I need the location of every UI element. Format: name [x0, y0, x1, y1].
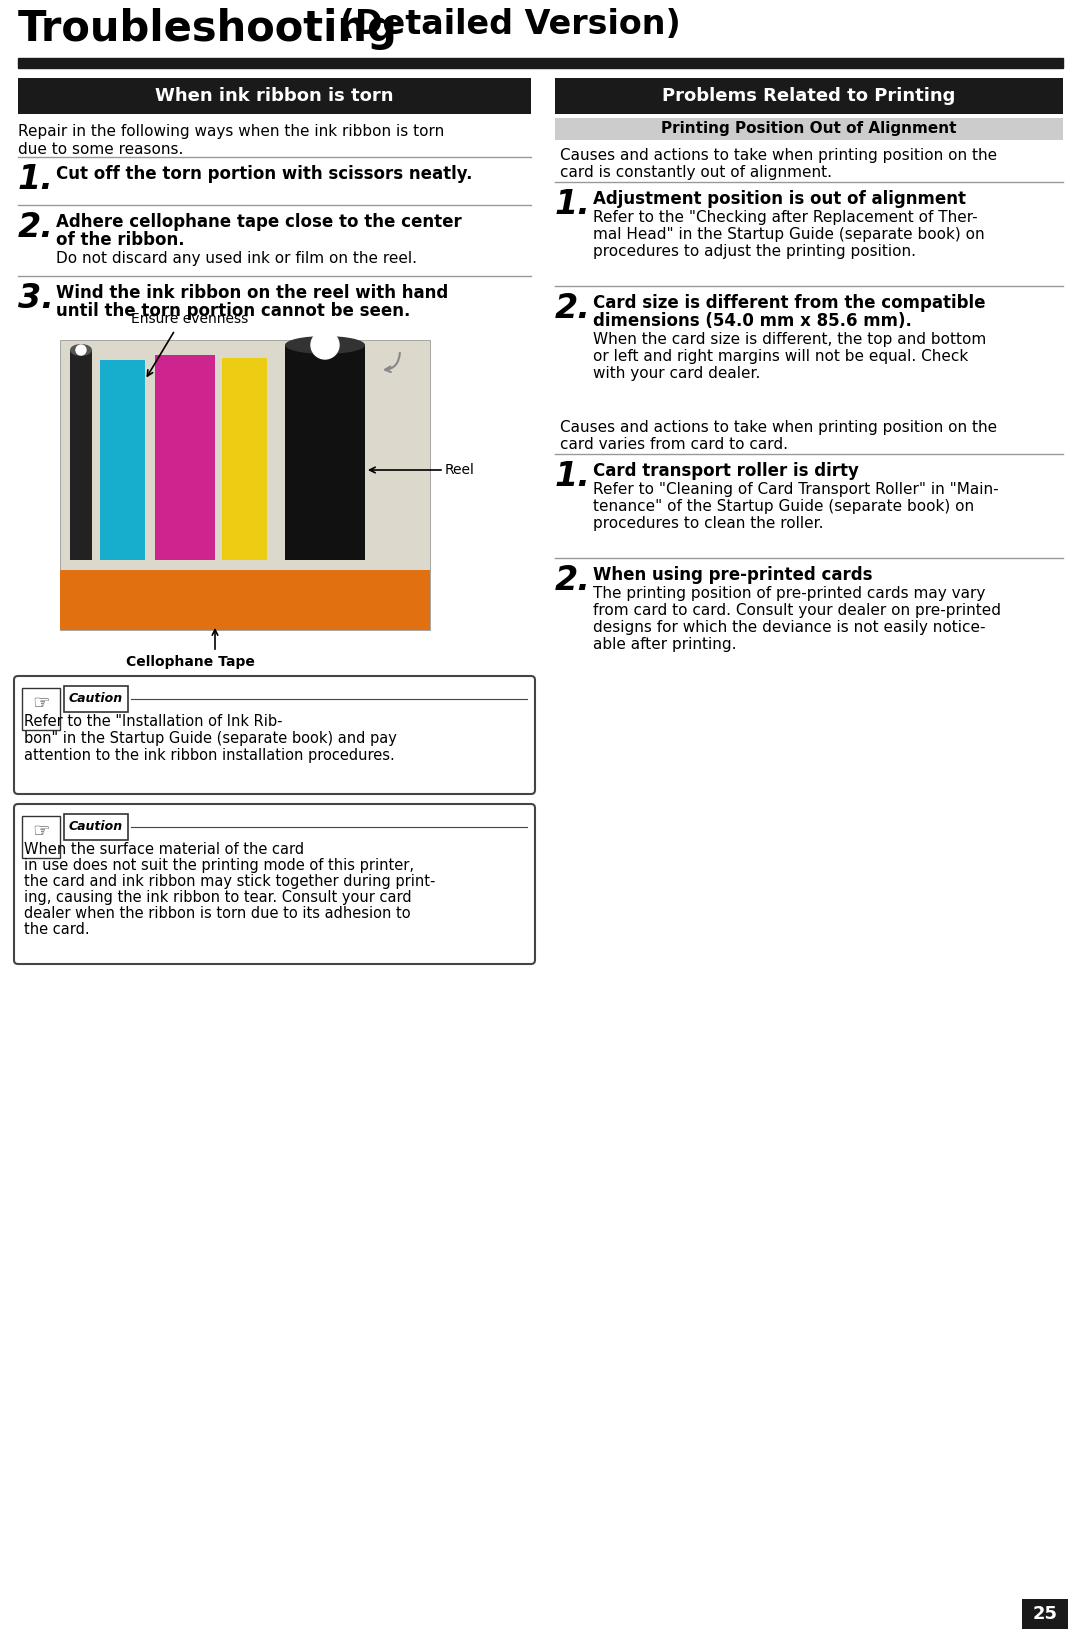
Text: Causes and actions to take when printing position on the: Causes and actions to take when printing…: [559, 148, 997, 162]
Text: Repair in the following ways when the ink ribbon is torn: Repair in the following ways when the in…: [18, 125, 444, 139]
Circle shape: [77, 344, 86, 356]
Bar: [22, 688, 60, 729]
Text: Wind the ink ribbon on the reel with hand: Wind the ink ribbon on the reel with han…: [56, 284, 448, 302]
Text: When using pre-printed cards: When using pre-printed cards: [593, 565, 872, 583]
Text: from card to card. Consult your dealer on pre-printed: from card to card. Consult your dealer o…: [593, 603, 1001, 618]
Text: of the ribbon.: of the ribbon.: [56, 231, 184, 249]
Text: bon" in the Startup Guide (separate book) and pay: bon" in the Startup Guide (separate book…: [24, 731, 397, 746]
Text: 2.: 2.: [18, 211, 54, 244]
Text: designs for which the deviance is not easily notice-: designs for which the deviance is not ea…: [593, 620, 985, 634]
Text: in use does not suit the printing mode of this printer,: in use does not suit the printing mode o…: [24, 857, 414, 874]
Text: the card.: the card.: [24, 923, 89, 938]
Text: Problems Related to Printing: Problems Related to Printing: [662, 87, 956, 105]
Text: Caution: Caution: [69, 693, 123, 705]
Text: Causes and actions to take when printing position on the: Causes and actions to take when printing…: [559, 420, 997, 434]
Text: 3.: 3.: [18, 282, 54, 315]
Text: The printing position of pre-printed cards may vary: The printing position of pre-printed car…: [593, 587, 985, 602]
Text: Ensure evenness: Ensure evenness: [132, 311, 249, 326]
Text: Caution: Caution: [69, 821, 123, 834]
Text: Adjustment position is out of alignment: Adjustment position is out of alignment: [593, 190, 966, 208]
FancyBboxPatch shape: [14, 805, 535, 964]
Text: Reel: Reel: [445, 462, 475, 477]
Text: the card and ink ribbon may stick together during print-: the card and ink ribbon may stick togeth…: [24, 874, 436, 888]
Text: attention to the ink ribbon installation procedures.: attention to the ink ribbon installation…: [24, 747, 395, 764]
Bar: [285, 344, 365, 561]
Text: card is constantly out of alignment.: card is constantly out of alignment.: [559, 166, 832, 180]
Ellipse shape: [70, 344, 92, 356]
Text: When ink ribbon is torn: When ink ribbon is torn: [155, 87, 393, 105]
Text: 2.: 2.: [555, 292, 591, 325]
Text: 2.: 2.: [555, 564, 591, 597]
Text: Refer to the "Installation of Ink Rib-: Refer to the "Installation of Ink Rib-: [24, 715, 282, 729]
Text: card varies from card to card.: card varies from card to card.: [559, 438, 788, 452]
Bar: [555, 79, 1063, 115]
Text: procedures to clean the roller.: procedures to clean the roller.: [593, 516, 824, 531]
Bar: [70, 351, 92, 561]
Text: or left and right margins will not be equal. Check: or left and right margins will not be eq…: [593, 349, 968, 364]
Circle shape: [310, 331, 338, 359]
Text: ☞: ☞: [32, 693, 50, 713]
Bar: [555, 118, 1063, 139]
FancyBboxPatch shape: [100, 361, 146, 561]
Text: Adhere cellophane tape close to the center: Adhere cellophane tape close to the cent…: [56, 213, 461, 231]
Bar: [1022, 1600, 1068, 1629]
Text: tenance" of the Startup Guide (separate book) on: tenance" of the Startup Guide (separate …: [593, 498, 975, 515]
FancyBboxPatch shape: [64, 815, 128, 841]
Text: When the surface material of the card: When the surface material of the card: [24, 842, 304, 857]
Text: When the card size is different, the top and bottom: When the card size is different, the top…: [593, 333, 986, 347]
Ellipse shape: [285, 336, 365, 354]
Text: able after printing.: able after printing.: [593, 638, 736, 652]
Bar: [18, 79, 531, 115]
Text: procedures to adjust the printing position.: procedures to adjust the printing positi…: [593, 244, 916, 259]
Text: with your card dealer.: with your card dealer.: [593, 365, 760, 380]
Text: Cut off the torn portion with scissors neatly.: Cut off the torn portion with scissors n…: [56, 166, 472, 184]
Text: dealer when the ribbon is torn due to its adhesion to: dealer when the ribbon is torn due to it…: [24, 906, 411, 921]
Text: Printing Position Out of Alignment: Printing Position Out of Alignment: [661, 121, 957, 136]
Text: Troubleshooting: Troubleshooting: [18, 8, 398, 51]
Text: ☞: ☞: [32, 823, 50, 841]
Text: until the torn portion cannot be seen.: until the torn portion cannot be seen.: [56, 302, 411, 320]
Bar: [22, 816, 60, 857]
Text: ing, causing the ink ribbon to tear. Consult your card: ing, causing the ink ribbon to tear. Con…: [24, 890, 412, 905]
Text: Cellophane Tape: Cellophane Tape: [125, 656, 254, 669]
Text: Do not discard any used ink or film on the reel.: Do not discard any used ink or film on t…: [56, 251, 417, 266]
Text: Refer to "Cleaning of Card Transport Roller" in "Main-: Refer to "Cleaning of Card Transport Rol…: [593, 482, 998, 497]
Bar: [60, 570, 430, 629]
FancyBboxPatch shape: [155, 356, 215, 561]
Bar: [60, 339, 430, 629]
FancyBboxPatch shape: [222, 357, 267, 561]
Text: 1.: 1.: [555, 188, 591, 221]
Text: Card size is different from the compatible: Card size is different from the compatib…: [593, 293, 985, 311]
Text: (Detailed Version): (Detailed Version): [328, 8, 680, 41]
Text: mal Head" in the Startup Guide (separate book) on: mal Head" in the Startup Guide (separate…: [593, 226, 984, 243]
Text: 25: 25: [1033, 1605, 1058, 1623]
Text: Card transport roller is dirty: Card transport roller is dirty: [593, 462, 859, 480]
Bar: [18, 57, 1063, 67]
FancyBboxPatch shape: [64, 687, 128, 711]
FancyBboxPatch shape: [14, 675, 535, 793]
Text: dimensions (54.0 mm x 85.6 mm).: dimensions (54.0 mm x 85.6 mm).: [593, 311, 912, 329]
Text: due to some reasons.: due to some reasons.: [18, 143, 183, 157]
Text: 1.: 1.: [18, 162, 54, 197]
Text: 1.: 1.: [555, 461, 591, 493]
Text: Refer to the "Checking after Replacement of Ther-: Refer to the "Checking after Replacement…: [593, 210, 978, 225]
